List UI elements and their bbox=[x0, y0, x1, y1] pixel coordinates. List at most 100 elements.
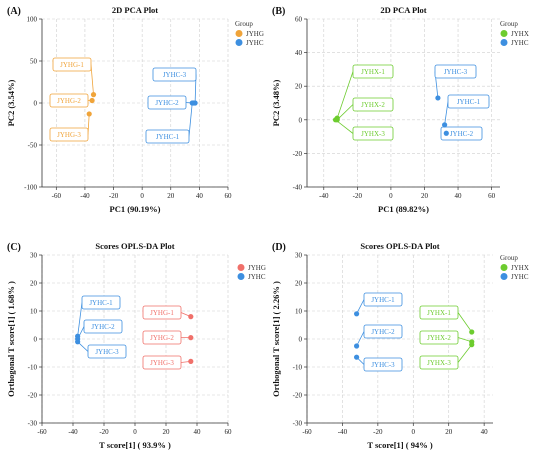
point-label-box bbox=[81, 295, 121, 310]
x-tick-label: -20 bbox=[373, 428, 383, 436]
point-label: JYHC-3 bbox=[444, 68, 468, 76]
point-label-box bbox=[142, 355, 182, 370]
chart-title: Scores OPLS-DA Plot bbox=[95, 241, 174, 251]
y-tick-label: -30 bbox=[293, 420, 303, 428]
panel-label: (D) bbox=[272, 242, 286, 253]
data-point bbox=[354, 354, 360, 360]
point-label: JYHC-1 bbox=[371, 296, 395, 304]
x-tick-label: -40 bbox=[338, 428, 348, 436]
legend-title: Group bbox=[500, 254, 518, 262]
y-tick-label: 50 bbox=[30, 58, 38, 66]
data-point bbox=[469, 329, 475, 335]
point-connector bbox=[444, 101, 449, 125]
y-axis-label: PC2 (3.54%) bbox=[6, 79, 16, 126]
x-tick-label: -20 bbox=[99, 428, 109, 436]
data-point bbox=[188, 314, 194, 320]
y-tick-label: 10 bbox=[295, 308, 303, 316]
x-tick-label: 60 bbox=[225, 428, 233, 436]
point-label-box bbox=[49, 127, 89, 142]
x-tick-label: 20 bbox=[163, 428, 171, 436]
point-label-box bbox=[419, 330, 459, 345]
x-tick-label: -40 bbox=[68, 428, 78, 436]
data-point bbox=[89, 97, 95, 104]
y-tick-label: 0 bbox=[299, 116, 303, 124]
panel-b: -40 -20 0 20 40 60 -40 -20 0 20 40 60 (B) 2D PCA Plot… bbox=[271, 5, 529, 214]
y-tick-label: 20 bbox=[30, 280, 38, 288]
legend-title: Group bbox=[500, 20, 518, 28]
x-tick-label: 0 bbox=[389, 192, 393, 200]
point-label-box bbox=[147, 95, 187, 110]
point-label: JYHG-3 bbox=[57, 131, 81, 139]
y-tick-label: -10 bbox=[28, 364, 38, 372]
x-tick-label: 40 bbox=[194, 428, 202, 436]
legend-marker bbox=[235, 30, 243, 37]
legend-marker bbox=[500, 39, 508, 46]
y-tick-label: 100 bbox=[27, 16, 38, 24]
x-axis-label: PC1 (89.82%) bbox=[378, 204, 429, 214]
x-tick-label: -60 bbox=[52, 192, 62, 200]
panel-label: (C) bbox=[7, 242, 21, 253]
x-tick-label: 0 bbox=[412, 428, 416, 436]
x-tick-label: -40 bbox=[319, 192, 329, 200]
legend-entry: JYHC bbox=[248, 273, 266, 281]
point-label: JYHX-1 bbox=[427, 309, 451, 317]
point-label-box bbox=[83, 319, 123, 334]
legend-entry: JYHG bbox=[248, 264, 266, 272]
x-tick-label: 20 bbox=[421, 192, 429, 200]
point-connector bbox=[356, 299, 365, 314]
data-point bbox=[86, 111, 92, 117]
x-axis-label: T score[1] ( 94% ) bbox=[367, 440, 432, 450]
legend-entry: JYHC bbox=[246, 39, 264, 47]
point-label-box bbox=[352, 97, 394, 112]
x-tick-label: 60 bbox=[225, 192, 233, 200]
data-point bbox=[354, 311, 360, 317]
x-tick-label: 0 bbox=[133, 428, 137, 436]
point-label: JYHC-3 bbox=[371, 361, 395, 369]
panel-a: -60 -40 -20 0 20 40 60 -100 -50 0 50 100 (A) 2D PCA P… bbox=[6, 5, 264, 214]
point-label-box bbox=[434, 64, 477, 79]
point-label: JYHX-2 bbox=[427, 334, 451, 342]
point-label-box bbox=[142, 330, 182, 345]
point-label: JYHC-1 bbox=[457, 98, 481, 106]
y-tick-label: -40 bbox=[293, 184, 303, 192]
legend-marker bbox=[237, 264, 245, 271]
data-point bbox=[90, 92, 97, 98]
point-label: JYHX-1 bbox=[361, 68, 385, 76]
y-axis-label: Orthogonal T score[1] ( 2.26% ) bbox=[271, 281, 281, 397]
chart-title: 2D PCA Plot bbox=[112, 5, 158, 15]
y-tick-label: 40 bbox=[295, 49, 303, 57]
point-label: JYHX-3 bbox=[361, 130, 385, 138]
point-connector bbox=[457, 312, 473, 333]
point-label: JYHG-1 bbox=[60, 61, 84, 69]
data-point bbox=[188, 358, 194, 364]
point-label-box bbox=[49, 93, 89, 108]
point-label: JYHC-2 bbox=[371, 328, 395, 336]
data-point bbox=[189, 100, 195, 106]
point-label-box bbox=[363, 292, 403, 307]
x-tick-label: 60 bbox=[488, 192, 496, 200]
y-tick-label: 20 bbox=[295, 280, 303, 288]
y-tick-label: 10 bbox=[30, 308, 38, 316]
y-tick-label: 0 bbox=[34, 336, 38, 344]
x-tick-label: 20 bbox=[167, 192, 175, 200]
panel-label: (B) bbox=[272, 6, 285, 17]
point-label-box bbox=[447, 94, 490, 109]
y-tick-label: -20 bbox=[293, 392, 303, 400]
data-point bbox=[442, 122, 448, 128]
x-axis-label: T score[1] ( 93.9% ) bbox=[99, 440, 171, 450]
point-connector bbox=[356, 331, 365, 347]
point-label-box bbox=[363, 324, 403, 339]
point-label-box bbox=[352, 126, 394, 141]
point-label-box bbox=[363, 357, 403, 372]
legend-marker bbox=[500, 273, 508, 280]
y-tick-label: -20 bbox=[28, 392, 38, 400]
point-connector bbox=[336, 71, 354, 119]
point-connector bbox=[77, 302, 83, 337]
panel-label: (A) bbox=[7, 6, 21, 17]
legend-entry: JYHG bbox=[246, 30, 264, 38]
point-label-box bbox=[440, 126, 483, 141]
point-label: JYHC-3 bbox=[95, 348, 119, 356]
point-label-box bbox=[352, 64, 394, 79]
y-tick-label: 60 bbox=[295, 16, 303, 24]
